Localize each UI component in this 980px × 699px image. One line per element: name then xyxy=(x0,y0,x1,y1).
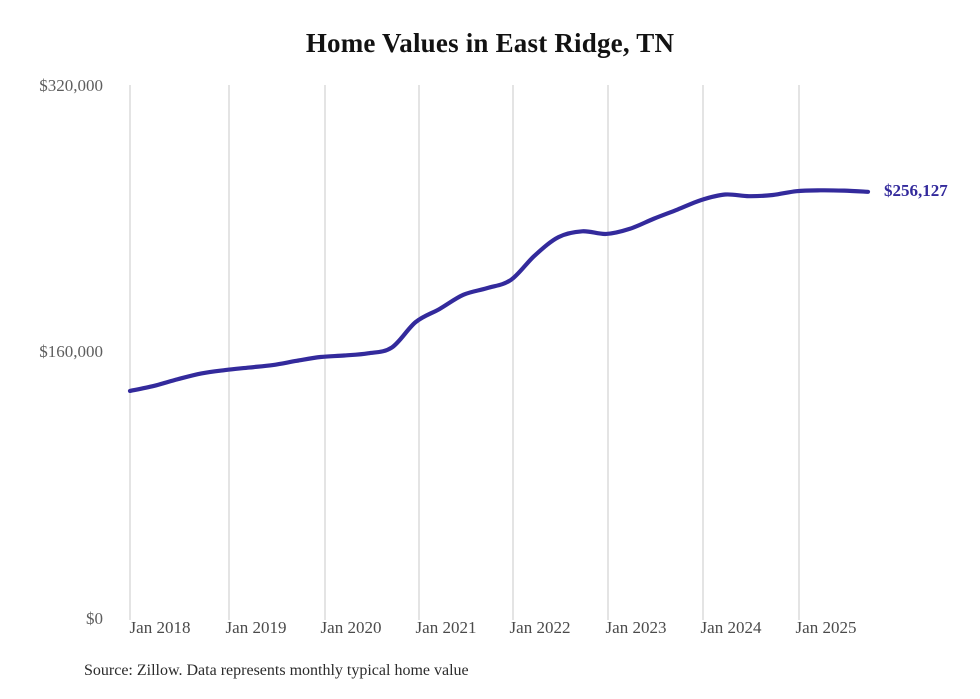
xtick-label-jan-2021: Jan 2021 xyxy=(415,618,477,637)
end-value-annotation: $256,127 xyxy=(884,180,948,200)
xtick-label-jan-2024: Jan 2024 xyxy=(700,618,762,637)
ytick-label-top: $320,000 xyxy=(39,76,103,95)
xtick-label-jan-2020: Jan 2020 xyxy=(320,618,382,637)
gridlines xyxy=(129,85,800,620)
data-line-series xyxy=(127,188,871,394)
xtick-label-jan-2022: Jan 2022 xyxy=(509,618,571,637)
ytick-label-bottom: $0 xyxy=(86,609,103,628)
page-title: Home Values in East Ridge, TN xyxy=(305,28,675,58)
source-note: Source: Zillow. Data represents monthly … xyxy=(84,662,469,679)
xtick-label-jan-2025: Jan 2025 xyxy=(795,618,857,637)
xtick-label-jan-2018: Jan 2018 xyxy=(129,618,191,637)
xtick-label-jan-2019: Jan 2019 xyxy=(225,618,287,637)
xtick-label-jan-2023: Jan 2023 xyxy=(605,618,667,637)
ytick-label-mid: $160,000 xyxy=(39,342,103,361)
